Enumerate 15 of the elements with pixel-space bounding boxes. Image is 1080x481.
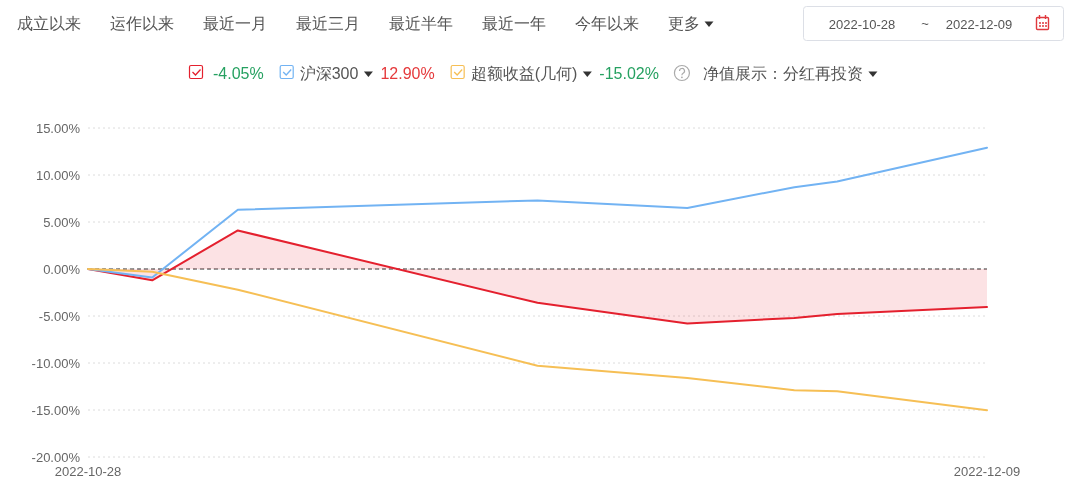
y-tick-label: 15.00% (35, 120, 81, 136)
tabs: 成立以来 运作以来 最近一月 最近三月 最近半年 最近一年 今年以来 更多 (17, 15, 714, 32)
y-tick-label: -15.00% (31, 402, 81, 418)
y-tick-label: -5.00% (38, 308, 81, 324)
y-tick-label: 0.00% (43, 261, 81, 277)
date-range: 2022-10-28 ~ 2022-12-09 (803, 6, 1064, 41)
y-tick-label: -20.00% (31, 449, 81, 465)
x-tick-label: 2022-12-09 (953, 464, 1021, 479)
y-tick-label: -10.00% (31, 355, 81, 371)
legend-label: 超额收益(几何) (470, 65, 578, 82)
text: 净值展示：分红再投资 (702, 65, 863, 82)
y-tick-label: 10.00% (35, 167, 81, 183)
legend-label: 沪深300 (299, 65, 359, 82)
x-tick-label: 2022-10-28 (54, 464, 122, 479)
y-tick-label: 5.00% (43, 214, 81, 230)
